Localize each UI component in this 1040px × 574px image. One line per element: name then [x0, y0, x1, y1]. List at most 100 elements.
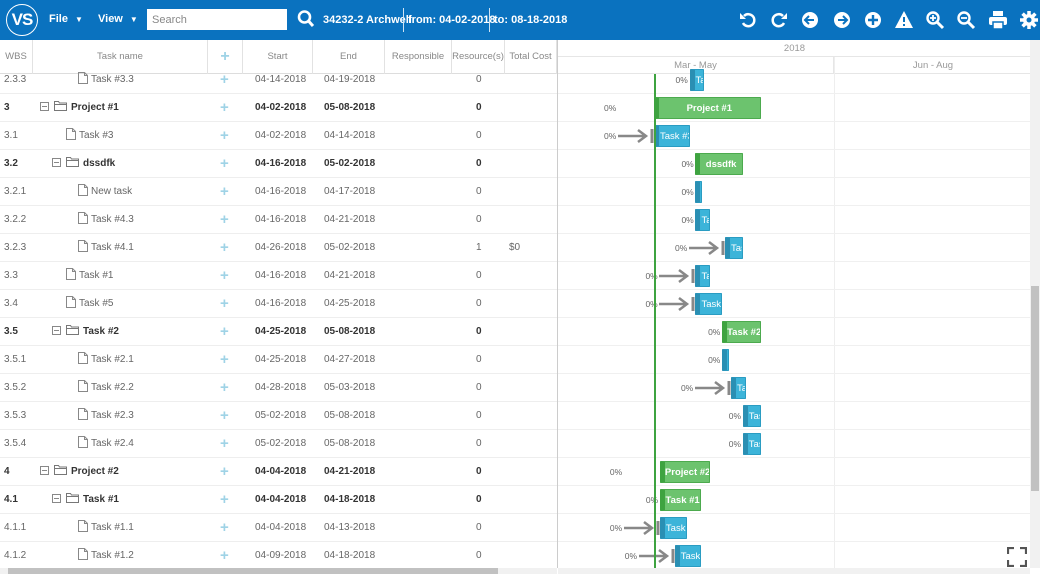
arrow-left-icon[interactable]: [800, 10, 820, 30]
collapse-icon[interactable]: [52, 319, 61, 347]
add-icon[interactable]: [863, 10, 883, 30]
add-subtask-icon[interactable]: +: [220, 183, 229, 200]
zoom-in-icon[interactable]: [925, 10, 945, 30]
start-cell[interactable]: 05-02-2018: [255, 410, 307, 421]
table-row[interactable]: 2.3.3 Task #3.3 + 04-14-2018 04-19-2018 0: [0, 66, 557, 94]
settings-icon[interactable]: [1019, 10, 1039, 30]
gantt-bar[interactable]: Task #1.1: [659, 517, 687, 539]
col-wbs[interactable]: WBS: [0, 40, 33, 74]
end-cell[interactable]: 04-18-2018: [324, 494, 376, 505]
gantt-bar[interactable]: Task #2: [722, 321, 761, 343]
add-subtask-icon[interactable]: +: [220, 239, 229, 256]
end-cell[interactable]: 05-02-2018: [324, 242, 376, 253]
end-cell[interactable]: 04-14-2018: [324, 130, 376, 141]
table-row[interactable]: 3.5.4 Task #2.4 + 05-02-2018 05-08-2018 0: [0, 430, 557, 458]
search-icon[interactable]: [297, 9, 315, 29]
add-subtask-icon[interactable]: +: [220, 491, 229, 508]
gantt-bar[interactable]: Task #2.2: [730, 377, 746, 399]
scroll-thumb[interactable]: [8, 568, 498, 574]
col-start[interactable]: Start: [243, 40, 313, 74]
table-row[interactable]: 3 Project #1 + 04-02-2018 05-08-2018 0: [0, 94, 557, 122]
add-subtask-icon[interactable]: +: [220, 155, 229, 172]
gantt-bar[interactable]: Task #1: [659, 489, 702, 511]
add-subtask-icon[interactable]: +: [220, 547, 229, 564]
task-name[interactable]: Project #1: [71, 102, 119, 113]
resources-cell[interactable]: 0: [476, 74, 482, 85]
resources-cell[interactable]: 0: [476, 466, 482, 477]
end-cell[interactable]: 04-19-2018: [324, 74, 376, 85]
cost-cell[interactable]: $0: [509, 242, 521, 253]
redo-icon[interactable]: [769, 10, 789, 30]
add-subtask-icon[interactable]: +: [220, 323, 229, 340]
gantt-bar[interactable]: Project #2: [659, 461, 711, 483]
start-cell[interactable]: 04-04-2018: [255, 466, 307, 477]
resources-cell[interactable]: 0: [476, 186, 482, 197]
end-cell[interactable]: 04-21-2018: [324, 466, 376, 477]
table-row[interactable]: 3.2.1 New task + 04-16-2018 04-17-2018 0: [0, 178, 557, 206]
task-name[interactable]: Task #2.1: [91, 354, 134, 365]
resources-cell[interactable]: 0: [476, 102, 482, 113]
gantt-bar[interactable]: Task #3: [654, 125, 690, 147]
end-cell[interactable]: 04-13-2018: [324, 522, 376, 533]
end-cell[interactable]: 04-18-2018: [324, 550, 376, 561]
table-row[interactable]: 4.1.1 Task #1.1 + 04-04-2018 04-13-2018 0: [0, 514, 557, 542]
add-subtask-icon[interactable]: +: [220, 463, 229, 480]
table-row[interactable]: 4.1 Task #1 + 04-04-2018 04-18-2018 0: [0, 486, 557, 514]
table-row[interactable]: 3.4 Task #5 + 04-16-2018 04-25-2018 0: [0, 290, 557, 318]
col-responsible[interactable]: Responsible: [385, 40, 452, 74]
search-input[interactable]: [147, 9, 287, 30]
start-cell[interactable]: 04-26-2018: [255, 242, 307, 253]
collapse-icon[interactable]: [52, 151, 61, 179]
gantt-bar[interactable]: Project #1: [654, 97, 761, 119]
gantt-bar[interactable]: New task: [695, 181, 703, 203]
task-name[interactable]: Task #3: [79, 130, 114, 141]
collapse-icon[interactable]: [52, 487, 61, 515]
print-icon[interactable]: [988, 10, 1008, 30]
undo-icon[interactable]: [738, 10, 758, 30]
file-menu[interactable]: File ▼: [49, 13, 83, 25]
start-cell[interactable]: 04-04-2018: [255, 494, 307, 505]
task-name[interactable]: Task #2.2: [91, 382, 134, 393]
col-resources[interactable]: Resource(s): [452, 40, 505, 74]
resources-cell[interactable]: 0: [476, 494, 482, 505]
end-cell[interactable]: 05-08-2018: [324, 438, 376, 449]
add-subtask-icon[interactable]: +: [220, 211, 229, 228]
table-row[interactable]: 3.2.3 Task #4.1 + 04-26-2018 05-02-2018 1…: [0, 234, 557, 262]
start-cell[interactable]: 04-16-2018: [255, 158, 307, 169]
add-subtask-icon[interactable]: +: [220, 127, 229, 144]
task-name[interactable]: Task #2.3: [91, 410, 134, 421]
table-row[interactable]: 3.2 dssdfk + 04-16-2018 05-02-2018 0: [0, 150, 557, 178]
table-row[interactable]: 3.2.2 Task #4.3 + 04-16-2018 04-21-2018 0: [0, 206, 557, 234]
resources-cell[interactable]: 0: [476, 298, 482, 309]
resources-cell[interactable]: 0: [476, 550, 482, 561]
warning-icon[interactable]: [894, 10, 914, 30]
gantt-bar[interactable]: Task #1: [695, 265, 711, 287]
resources-cell[interactable]: 0: [476, 410, 482, 421]
add-subtask-icon[interactable]: +: [220, 519, 229, 536]
col-end[interactable]: End: [313, 40, 385, 74]
start-cell[interactable]: 05-02-2018: [255, 438, 307, 449]
resources-cell[interactable]: 1: [476, 242, 482, 253]
col-task-name[interactable]: Task name: [33, 40, 208, 74]
task-name[interactable]: Task #1.2: [91, 550, 134, 561]
add-task-icon[interactable]: +: [208, 40, 243, 74]
end-cell[interactable]: 05-08-2018: [324, 326, 376, 337]
start-cell[interactable]: 04-02-2018: [255, 130, 307, 141]
start-cell[interactable]: 04-25-2018: [255, 354, 307, 365]
end-cell[interactable]: 05-08-2018: [324, 102, 376, 113]
end-cell[interactable]: 04-25-2018: [324, 298, 376, 309]
start-cell[interactable]: 04-04-2018: [255, 522, 307, 533]
task-name[interactable]: Task #1: [79, 270, 114, 281]
task-name[interactable]: Task #1.1: [91, 522, 134, 533]
task-name[interactable]: Task #4.1: [91, 242, 134, 253]
gantt-bar[interactable]: Task #1.2: [674, 545, 702, 567]
gantt-bar[interactable]: Task #2.3: [742, 405, 761, 427]
vertical-scrollbar[interactable]: [1030, 40, 1040, 568]
start-cell[interactable]: 04-28-2018: [255, 382, 307, 393]
arrow-right-icon[interactable]: [832, 10, 852, 30]
task-name[interactable]: Task #5: [79, 298, 114, 309]
resources-cell[interactable]: 0: [476, 354, 482, 365]
add-subtask-icon[interactable]: +: [220, 407, 229, 424]
resources-cell[interactable]: 0: [476, 382, 482, 393]
gantt-horizontal-scrollbar[interactable]: [558, 568, 1030, 574]
